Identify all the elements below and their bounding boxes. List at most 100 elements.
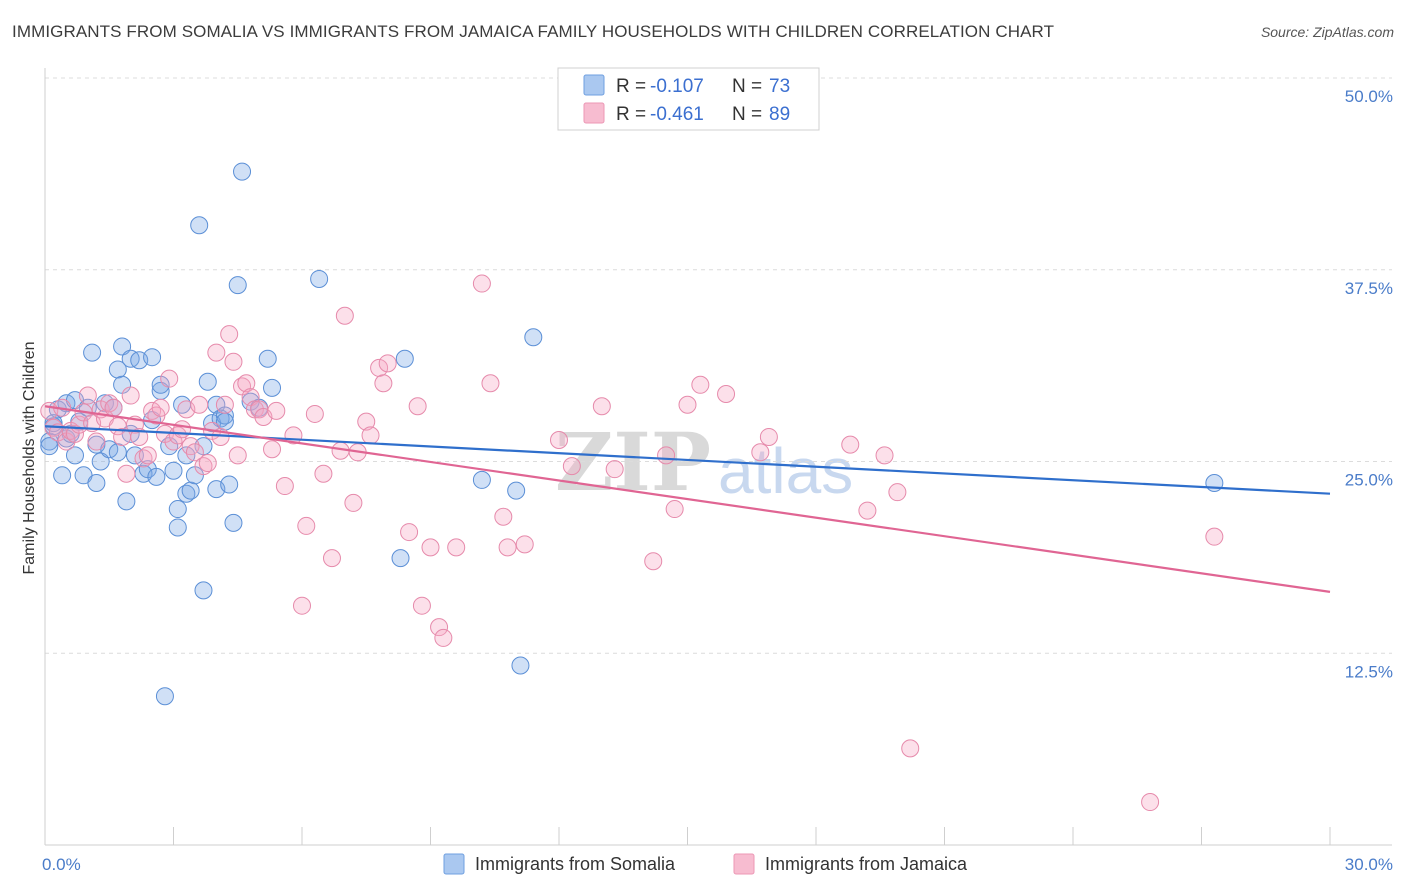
bottom-legend-label-somalia: Immigrants from Somalia: [475, 854, 676, 874]
jamaica-point: [1205, 527, 1224, 546]
legend-r-value-somalia: -0.107: [650, 76, 704, 97]
jamaica-point: [121, 386, 140, 405]
somalia-point: [108, 443, 127, 462]
jamaica-point: [408, 397, 427, 416]
somalia-point: [40, 437, 59, 456]
y-axis-label: Family Households with Children: [21, 342, 38, 575]
jamaica-point: [263, 440, 282, 459]
somalia-point: [155, 687, 174, 706]
jamaica-point: [592, 397, 611, 416]
jamaica-point: [434, 628, 453, 647]
jamaica-point: [644, 552, 663, 571]
jamaica-point: [224, 352, 243, 371]
jamaica-point: [901, 739, 920, 758]
jamaica-point: [275, 477, 294, 496]
jamaica-point: [888, 483, 907, 502]
jamaica-point: [1141, 793, 1160, 812]
jamaica-point: [550, 431, 568, 450]
source-label: Source: ZipAtlas.com: [1260, 24, 1394, 40]
jamaica-point: [190, 395, 209, 414]
jamaica-point: [759, 427, 778, 446]
somalia-point: [258, 349, 277, 368]
jamaica-point: [447, 538, 466, 557]
jamaica-point: [78, 386, 97, 405]
legend-r-label-jamaica: R =: [616, 104, 646, 125]
jamaica-point: [494, 507, 513, 526]
bottom-legend: Immigrants from Somalia Immigrants from …: [443, 853, 968, 875]
somalia-point: [117, 492, 136, 511]
somalia-point: [524, 328, 543, 347]
jamaica-point: [220, 325, 239, 344]
somalia-point: [113, 337, 132, 356]
somalia-point: [83, 343, 102, 362]
somalia-point: [53, 466, 72, 485]
somalia-point: [224, 513, 243, 532]
somalia-point: [215, 406, 234, 425]
somalia-point: [310, 269, 329, 288]
jamaica-point: [185, 443, 204, 462]
jamaica-point: [207, 343, 226, 362]
jamaica-point: [314, 464, 333, 483]
jamaica-point: [841, 435, 860, 454]
somalia-point: [143, 348, 162, 367]
somalia-point: [91, 452, 110, 471]
jamaica-point: [751, 443, 770, 462]
somalia-point: [87, 473, 106, 492]
jamaica-point: [400, 523, 419, 542]
legend-r-label-somalia: R =: [616, 76, 646, 97]
somalia-point: [147, 467, 166, 486]
jamaica-point: [678, 395, 697, 414]
jamaica-trend-line: [44, 405, 1331, 593]
jamaica-point: [335, 306, 354, 325]
somalia-point: [190, 216, 209, 235]
somalia-point: [194, 581, 213, 600]
somalia-point: [65, 446, 84, 465]
somalia-point: [198, 372, 217, 391]
jamaica-point: [87, 432, 106, 451]
jamaica-point: [65, 424, 84, 443]
jamaica-point: [151, 398, 170, 417]
somalia-point: [391, 549, 410, 568]
jamaica-point: [665, 500, 684, 519]
legend-n-label-somalia: N =: [732, 76, 762, 97]
tick-labels: 12.5% 25.0% 37.5% 50.0% 0.0% 30.0%: [42, 87, 1393, 874]
axes: [44, 68, 1392, 846]
somalia-point: [228, 276, 247, 295]
legend: R = -0.107 N = 73 R = -0.461 N = 89: [557, 67, 820, 131]
y-tick-label: 12.5%: [1345, 662, 1393, 681]
jamaica-point: [138, 446, 157, 465]
somalia-point: [168, 500, 187, 519]
jamaica-points: [40, 274, 1224, 812]
jamaica-point: [378, 354, 397, 373]
x-tick-label: 0.0%: [42, 855, 81, 874]
somalia-point: [472, 470, 491, 489]
jamaica-point: [717, 385, 736, 404]
jamaica-point: [344, 493, 363, 512]
legend-n-value-jamaica: 89: [769, 104, 790, 125]
somalia-point: [507, 481, 526, 500]
y-tick-label: 25.0%: [1345, 471, 1393, 490]
somalia-point: [511, 656, 530, 675]
jamaica-point: [357, 412, 376, 431]
jamaica-point: [472, 274, 491, 293]
legend-n-label-jamaica: N =: [732, 104, 762, 125]
jamaica-point: [117, 464, 136, 483]
somalia-point: [395, 349, 414, 368]
jamaica-point: [412, 596, 431, 615]
legend-swatch-jamaica: [583, 102, 605, 124]
y-tick-label: 37.5%: [1345, 279, 1393, 298]
jamaica-point: [498, 538, 517, 557]
somalia-point: [181, 481, 200, 500]
jamaica-point: [515, 535, 534, 554]
legend-r-value-jamaica: -0.461: [650, 104, 704, 125]
jamaica-point: [657, 446, 676, 465]
jamaica-point: [481, 374, 500, 393]
legend-swatch-somalia: [583, 74, 605, 96]
somalia-point: [168, 518, 187, 537]
jamaica-point: [374, 374, 393, 393]
jamaica-point: [297, 516, 316, 535]
somalia-point: [164, 461, 183, 480]
jamaica-point: [361, 426, 380, 445]
jamaica-point: [237, 374, 256, 393]
